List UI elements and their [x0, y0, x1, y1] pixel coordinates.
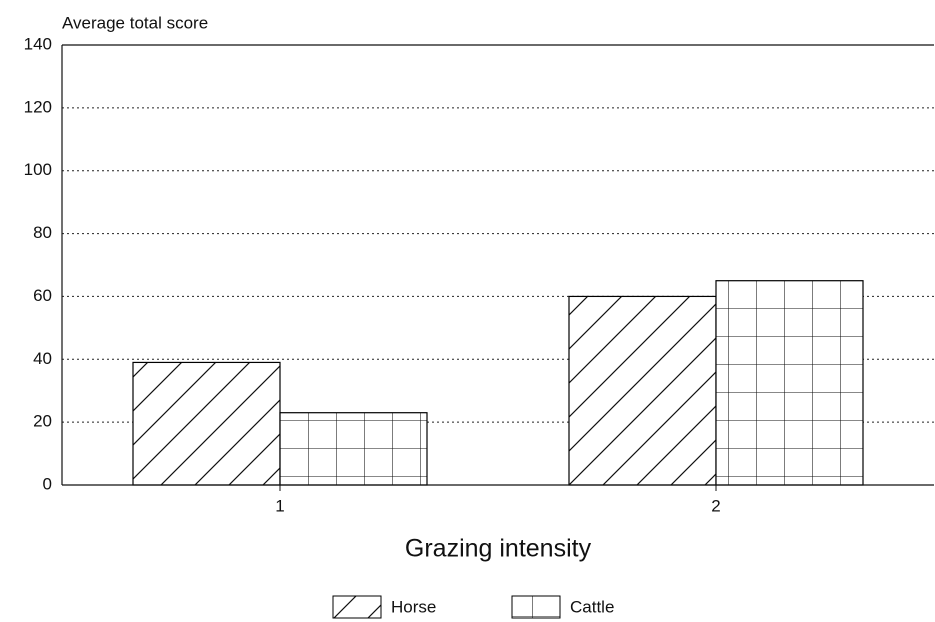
legend-label: Horse	[391, 597, 436, 616]
y-tick-label: 140	[24, 34, 52, 53]
bar	[568, 295, 717, 486]
y-tick-label: 100	[24, 160, 52, 179]
y-tick-label: 40	[33, 349, 52, 368]
x-axis-label: Grazing intensity	[405, 535, 592, 563]
legend-label: Cattle	[570, 597, 614, 616]
x-tick-label: 2	[711, 496, 720, 515]
bar	[715, 280, 864, 486]
legend-swatch	[511, 595, 561, 619]
y-tick-label: 120	[24, 97, 52, 116]
bar	[132, 361, 281, 486]
x-tick-label: 1	[275, 496, 284, 515]
y-tick-label: 80	[33, 223, 52, 242]
y-tick-label: 20	[33, 412, 52, 431]
legend-swatch	[332, 595, 382, 619]
y-tick-label: 0	[43, 474, 52, 493]
y-axis-label: Average total score	[62, 13, 208, 32]
bar	[279, 412, 428, 486]
y-tick-label: 60	[33, 286, 52, 305]
